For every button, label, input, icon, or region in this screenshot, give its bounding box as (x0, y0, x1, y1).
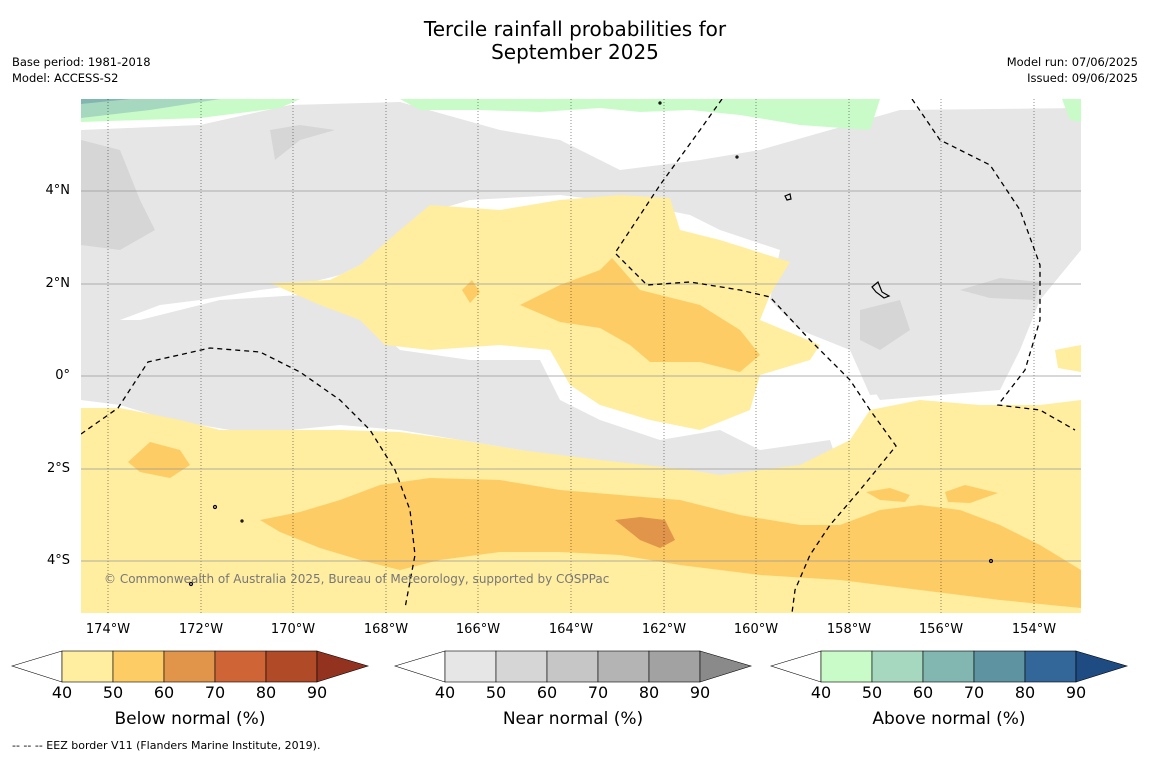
cb3-tick-50: 50 (861, 683, 883, 702)
near-normal-region-north (81, 102, 1081, 395)
near-normal-darker-patch-2 (860, 300, 910, 350)
above-normal-region-ne (1062, 99, 1081, 122)
cb2-tick-70: 70 (587, 683, 609, 702)
cb1-tick-60: 60 (153, 683, 175, 702)
lat-label-4s: 4°S (46, 553, 70, 568)
lon-label-162w: 162°W (641, 622, 687, 637)
near-normal-darker-patch-4 (270, 125, 335, 160)
lat-label-2n: 2°N (45, 276, 71, 291)
cb1-tick-90: 90 (306, 683, 328, 702)
cb2-tick-90: 90 (689, 683, 711, 702)
cb2-tick-60: 60 (536, 683, 558, 702)
cb1-title: Below normal (%) (114, 709, 266, 729)
below-normal-50-east-2 (945, 485, 998, 503)
lat-label-2s: 2°S (46, 461, 70, 476)
lon-label-164w: 164°W (548, 622, 594, 637)
cb3-tick-70: 70 (963, 683, 985, 702)
above-normal-region-north (400, 99, 880, 130)
lon-label-166w: 166°W (455, 622, 501, 637)
map-title: Tercile rainfall probabilities for Septe… (0, 18, 1150, 64)
eez-footnote: -- -- -- EEZ border V11 (Flanders Marine… (12, 739, 321, 752)
model-name: Model: ACCESS-S2 (12, 71, 119, 85)
below-normal-50-central (520, 258, 760, 372)
title-line-1: Tercile rainfall probabilities for (423, 17, 727, 41)
lon-label-174w: 174°W (85, 622, 131, 637)
copyright-notice: © Commonwealth of Australia 2025, Bureau… (104, 572, 610, 586)
cb1-tick-70: 70 (204, 683, 226, 702)
title-line-2: September 2025 (491, 40, 659, 64)
near-normal-darker-patch-3 (960, 278, 1040, 300)
cb2-tick-50: 50 (485, 683, 507, 702)
below-normal-60-patch (615, 517, 675, 548)
lon-label-156w: 156°W (918, 622, 964, 637)
cb2-tick-40: 40 (434, 683, 456, 702)
near-normal-region-central (81, 295, 840, 480)
latitude-lines (81, 190, 1081, 562)
lon-label-160w: 160°W (733, 622, 779, 637)
lon-label-168w: 168°W (363, 622, 409, 637)
cb3-title: Above normal (%) (872, 709, 1026, 729)
cb3-tick-80: 80 (1014, 683, 1036, 702)
colorbar-near-normal (393, 650, 753, 683)
cb3-tick-40: 40 (810, 683, 832, 702)
islands (188, 101, 994, 587)
lon-label-158w: 158°W (826, 622, 872, 637)
lat-label-0: 0° (55, 368, 70, 383)
lon-label-172w: 172°W (178, 622, 224, 637)
base-period: Base period: 1981-2018 (12, 55, 151, 69)
above-normal-region-nw-3 (81, 99, 130, 104)
cb1-tick-40: 40 (51, 683, 73, 702)
map-area (81, 99, 1081, 613)
cb1-tick-80: 80 (255, 683, 277, 702)
lon-label-170w: 170°W (270, 622, 316, 637)
eez-borders (81, 99, 1076, 613)
meta-left: Base period: 1981-2018 Model: ACCESS-S2 (12, 54, 151, 86)
below-normal-50-east-1 (866, 488, 910, 502)
issued-date: Issued: 09/06/2025 (1027, 71, 1138, 85)
cb3-tick-60: 60 (912, 683, 934, 702)
colorbar-above-normal (769, 650, 1129, 683)
model-run: Model run: 07/06/2025 (1006, 55, 1138, 69)
below-normal-50-south (260, 478, 1081, 608)
above-normal-region-nw-2 (81, 99, 220, 118)
colorbar-below-normal (10, 650, 370, 683)
cb2-title: Near normal (%) (502, 709, 644, 729)
cb3-tick-90: 90 (1065, 683, 1087, 702)
below-normal-region-east-small (1055, 345, 1081, 372)
meta-right: Model run: 07/06/2025 Issued: 09/06/2025 (1007, 54, 1138, 86)
lat-label-4n: 4°N (45, 183, 71, 198)
cb2-tick-80: 80 (638, 683, 660, 702)
cb1-tick-50: 50 (102, 683, 124, 702)
lon-label-154w: 154°W (1011, 622, 1057, 637)
near-normal-darker-patch-1 (81, 140, 155, 250)
below-normal-50-patch (462, 280, 480, 303)
